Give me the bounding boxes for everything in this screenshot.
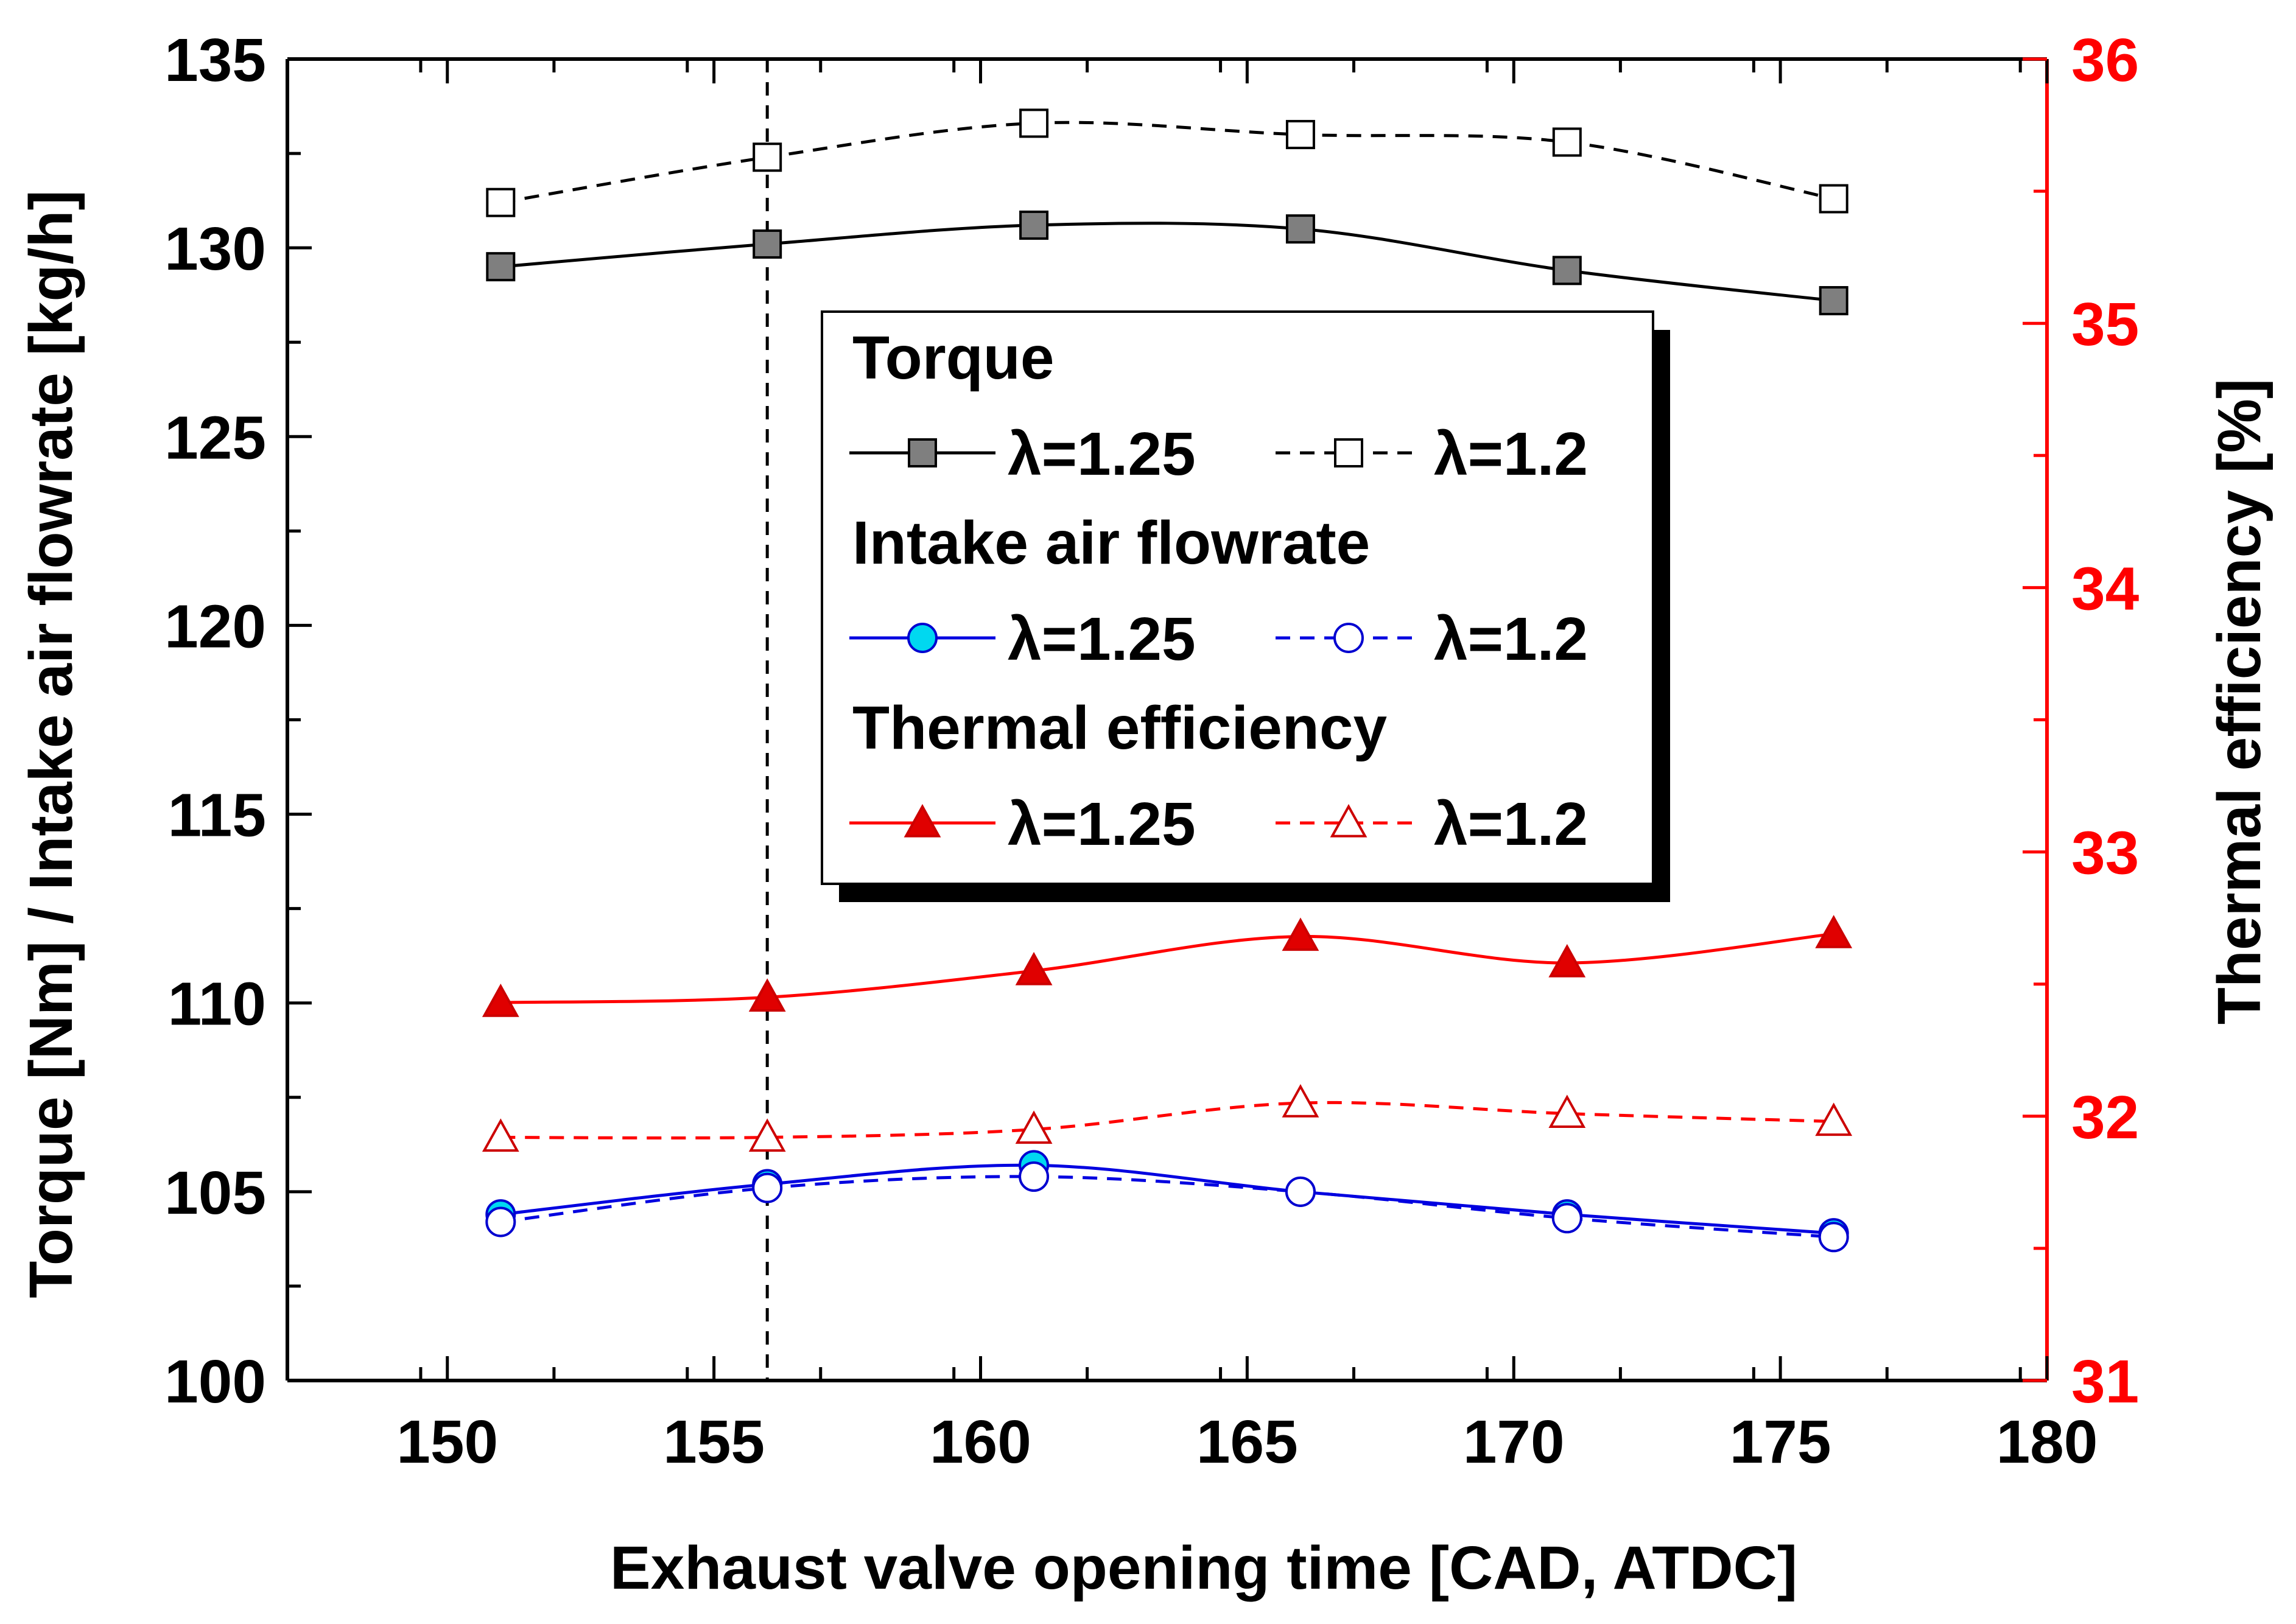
point-eff_12-1	[748, 1118, 786, 1152]
point-eff_125-5	[1815, 915, 1853, 948]
legend-box	[821, 310, 1654, 885]
x-tick-label: 165	[1196, 1408, 1298, 1476]
legend-marker-eff_125	[904, 803, 941, 838]
legend-marker-torque_125	[908, 438, 937, 467]
legend-marker-eff_12	[1330, 803, 1367, 838]
y-right-axis-label: Thermal efficiency [%]	[2205, 379, 2273, 1024]
legend-marker-air_12	[1333, 623, 1364, 653]
series-air_125	[485, 1150, 1849, 1249]
legend-entry-label: λ=1.2	[1434, 420, 1588, 488]
x-tick-label: 175	[1730, 1408, 1831, 1476]
point-air_12-1	[752, 1172, 783, 1203]
point-torque_125-4	[1552, 256, 1582, 285]
point-torque_12-4	[1552, 127, 1582, 157]
point-eff_125-4	[1548, 943, 1586, 978]
point-torque_125-5	[1819, 285, 1848, 315]
y-right-tick-label: 32	[2071, 1083, 2139, 1152]
point-air_12-2	[1019, 1161, 1050, 1192]
series-line-air_12	[500, 1175, 1834, 1239]
legend-entry-label: λ=1.25	[1008, 790, 1196, 858]
series-line-torque_12	[500, 121, 1834, 205]
legend-entry-label: λ=1.25	[1008, 605, 1196, 673]
y-left-tick-label: 135	[164, 26, 266, 94]
legend-group-title: Intake air flowrate	[852, 509, 1370, 577]
series-torque_12	[486, 108, 1848, 217]
series-layer	[482, 59, 1853, 1381]
point-air_12-4	[1551, 1203, 1582, 1234]
point-air_12-3	[1285, 1176, 1316, 1207]
legend-entry-label: λ=1.25	[1008, 420, 1196, 488]
point-torque_125-3	[1285, 214, 1315, 244]
series-eff_125	[482, 915, 1853, 1017]
y-left-tick-label: 100	[164, 1348, 266, 1416]
x-tick-label: 150	[396, 1408, 498, 1476]
point-eff_12-0	[482, 1118, 519, 1152]
series-air_12	[485, 1161, 1849, 1253]
y-left-axis-label: Torque [Nm] / Intake air flowrate [kg/h]	[17, 190, 85, 1298]
point-eff_12-3	[1282, 1083, 1319, 1118]
point-eff_125-0	[482, 983, 519, 1017]
x-tick-label: 180	[1996, 1408, 2098, 1476]
point-torque_125-0	[486, 252, 516, 282]
x-tick-label: 160	[930, 1408, 1031, 1476]
point-air_12-0	[485, 1206, 516, 1237]
axes-layer: 150 155 160 165 170 175 180 100 105 110 115 120 125 1…	[164, 26, 2139, 1476]
point-eff_12-2	[1015, 1110, 1053, 1144]
y-left-tick-label: 105	[164, 1159, 266, 1227]
series-line-eff_12	[500, 1101, 1834, 1139]
x-tick-label: 170	[1463, 1408, 1565, 1476]
y-left-tick-label: 115	[168, 782, 266, 850]
point-torque_12-2	[1019, 108, 1049, 138]
y-right-tick-label: 31	[2071, 1348, 2139, 1416]
point-air_12-5	[1818, 1222, 1849, 1253]
y-right-tick-label: 34	[2071, 555, 2140, 623]
x-axis-label: Exhaust valve opening time [CAD, ATDC]	[610, 1534, 1797, 1602]
point-torque_12-1	[753, 142, 782, 172]
point-torque_12-3	[1285, 120, 1315, 150]
y-right-tick-label: 36	[2071, 26, 2139, 94]
point-eff_12-5	[1815, 1102, 1853, 1136]
legend-group-title: Torque	[852, 324, 1054, 392]
y-left-tick-label: 130	[164, 215, 266, 283]
legend-marker-torque_12	[1334, 438, 1363, 467]
series-line-eff_125	[500, 932, 1834, 1004]
x-tick-label: 155	[663, 1408, 765, 1476]
legend-group-title: Thermal efficiency	[852, 694, 1388, 762]
point-torque_125-2	[1019, 210, 1049, 240]
series-torque_125	[486, 210, 1848, 315]
series-line-air_125	[500, 1163, 1834, 1235]
y-left-tick-label: 120	[164, 592, 266, 660]
series-eff_12	[482, 1083, 1853, 1152]
point-eff_125-3	[1282, 917, 1319, 951]
legend-entry-label: λ=1.2	[1434, 790, 1588, 858]
point-eff_125-1	[748, 978, 786, 1012]
y-right-tick-label: 33	[2071, 819, 2139, 887]
y-left-tick-label: 110	[168, 970, 266, 1038]
point-torque_125-1	[753, 229, 782, 259]
series-line-torque_125	[500, 222, 1834, 303]
point-eff_125-2	[1015, 951, 1053, 985]
point-torque_12-0	[486, 187, 516, 217]
legend-marker-air_125	[907, 623, 938, 653]
y-left-tick-label: 125	[164, 404, 266, 472]
point-torque_12-5	[1819, 184, 1848, 214]
legend: Torque λ=1.25 λ=1.2 Intake air flowrate λ=1.…	[821, 310, 1670, 902]
y-right-tick-label: 35	[2071, 290, 2139, 359]
point-eff_12-4	[1548, 1094, 1586, 1129]
legend-entry-label: λ=1.2	[1434, 605, 1588, 673]
